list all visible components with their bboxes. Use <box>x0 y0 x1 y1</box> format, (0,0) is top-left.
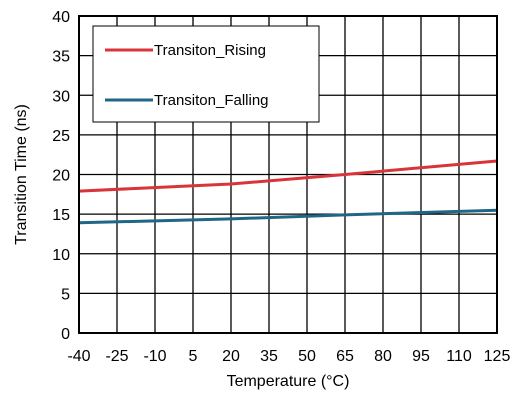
y-tick-label: 40 <box>52 9 70 26</box>
legend-box <box>92 25 320 123</box>
x-tick-label: 5 <box>189 348 198 365</box>
series-line-rising <box>78 159 498 193</box>
series-line-falling <box>78 208 498 225</box>
x-tick-label: 35 <box>260 348 278 365</box>
y-tick-label: 10 <box>52 247 70 264</box>
plot-area-frame <box>78 15 498 334</box>
x-tick-label: 95 <box>412 348 430 365</box>
y-tick-label: 35 <box>52 49 70 66</box>
legend-label-rising: Transiton_Rising <box>154 42 266 59</box>
x-tick-label: 125 <box>484 348 511 365</box>
legend: Transiton_Rising Transiton_Falling <box>92 25 320 123</box>
x-axis-label: Temperature (°C) <box>227 373 350 390</box>
x-tick-labels: -40 -25 -10 5 20 35 50 65 80 95 110 125 <box>67 348 510 365</box>
y-tick-label: 30 <box>52 88 70 105</box>
y-tick-label: 15 <box>52 207 70 224</box>
y-tick-label: 25 <box>52 128 70 145</box>
y-tick-label: 0 <box>61 326 70 343</box>
x-tick-label: -25 <box>105 348 128 365</box>
y-axis-label: Transition Time (ns) <box>13 104 30 245</box>
x-tick-label: -40 <box>67 348 90 365</box>
x-tick-label: -10 <box>143 348 166 365</box>
legend-label-falling: Transiton_Falling <box>154 92 269 109</box>
y-tick-labels: 0 5 10 15 20 25 30 35 40 <box>52 9 70 343</box>
y-tick-label: 5 <box>61 286 70 303</box>
series-lines <box>78 159 498 225</box>
x-tick-label: 20 <box>222 348 240 365</box>
x-tick-label: 110 <box>446 348 472 365</box>
y-tick-label: 20 <box>52 168 70 185</box>
x-tick-label: 80 <box>374 348 392 365</box>
x-tick-label: 50 <box>298 348 316 365</box>
x-tick-label: 65 <box>336 348 354 365</box>
